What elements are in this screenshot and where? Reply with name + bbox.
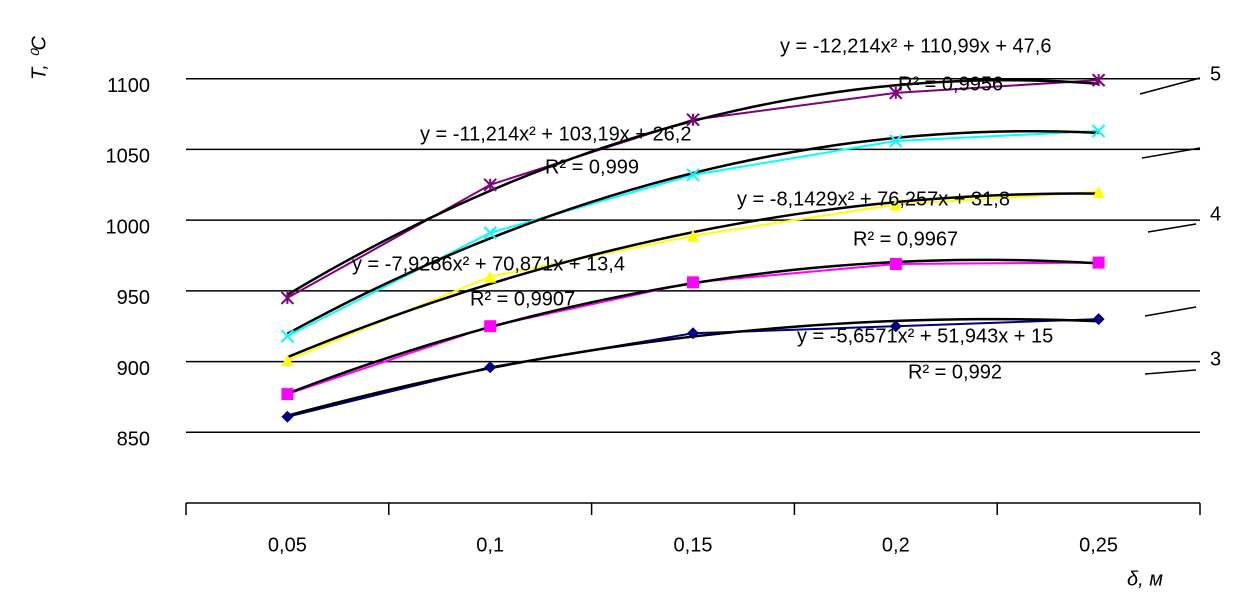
marker	[483, 178, 497, 192]
marker	[484, 361, 497, 374]
marker	[889, 134, 903, 148]
series	[281, 313, 1105, 423]
marker	[1092, 313, 1105, 326]
annotation: 4	[1210, 203, 1221, 225]
marker	[281, 388, 294, 401]
marker	[686, 168, 700, 182]
y-tick-label: 1000	[106, 216, 151, 238]
x-tick-label: 0,1	[476, 534, 504, 556]
marker	[1091, 73, 1106, 87]
x-tick-label: 0,2	[882, 534, 910, 556]
marker	[1091, 124, 1106, 138]
leader-line	[1139, 77, 1201, 95]
annotation: y = -5,6571x² + 51,943x + 15	[797, 325, 1053, 347]
annotation: 3	[1210, 348, 1221, 370]
series	[281, 256, 1105, 401]
x-tick-label: 0,05	[268, 534, 307, 556]
marker	[1092, 256, 1105, 269]
leader-line	[1144, 306, 1197, 317]
marker	[281, 354, 294, 367]
leader-line	[1144, 369, 1197, 375]
annotation: y = -7,9286x² + 70,871x + 13,4	[352, 253, 625, 275]
y-tick-label: 1050	[106, 146, 151, 168]
marker	[1092, 185, 1105, 198]
marker	[687, 276, 699, 289]
marker	[280, 291, 295, 305]
marker	[484, 320, 497, 333]
annotation: R² = 0,999	[545, 156, 639, 178]
annotation: R² = 0,9907	[470, 288, 575, 310]
annotation: y = -12,214x² + 110,99x + 47,6	[780, 35, 1051, 57]
marker	[483, 226, 497, 240]
y-axis-title: T, ⁰C	[28, 35, 50, 80]
leader-lines	[1139, 77, 1201, 375]
y-tick-label: 1100	[107, 75, 150, 97]
marker	[889, 257, 902, 270]
annotation: R² = 0,9956	[898, 73, 1003, 95]
series	[280, 73, 1106, 305]
marker	[687, 327, 699, 340]
y-tick-label: 900	[117, 358, 150, 380]
leader-line	[1147, 223, 1197, 233]
annotation: y = -8,1429x² + 76,257x + 31,8	[737, 188, 1010, 210]
annotation: 5	[1210, 63, 1221, 85]
x-tick-label: 0,25	[1079, 534, 1118, 556]
y-tick-label: 850	[117, 429, 150, 451]
x-tick-label: 0,15	[674, 534, 713, 556]
marker	[686, 113, 700, 127]
annotation: R² = 0,9967	[853, 228, 958, 250]
annotation: y = -11,214x² + 103,19x + 26,2	[420, 123, 691, 145]
y-tick-label: 950	[117, 287, 150, 309]
marker	[889, 320, 902, 333]
marker	[484, 270, 497, 283]
marker	[280, 329, 295, 343]
x-axis-title: δ, м	[1127, 568, 1163, 590]
series	[280, 124, 1106, 343]
marker	[889, 86, 903, 100]
marker	[687, 229, 699, 242]
series	[281, 185, 1105, 367]
marker	[889, 198, 902, 211]
annotation: R² = 0,992	[908, 361, 1002, 383]
trendline	[286, 129, 1099, 335]
marker	[281, 410, 294, 423]
